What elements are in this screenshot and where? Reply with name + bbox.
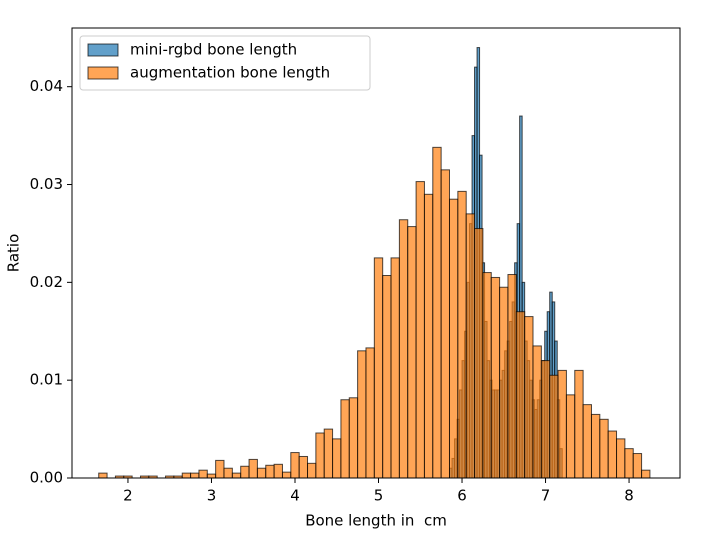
y-tick-label: 0.00	[30, 469, 63, 487]
legend-swatch	[87, 43, 119, 57]
legend-swatch	[87, 66, 119, 80]
histogram-bar	[256, 467, 267, 479]
histogram-bar	[440, 169, 450, 479]
histogram-bar	[432, 146, 442, 479]
histogram-bar	[507, 274, 517, 479]
histogram-bar	[465, 213, 476, 479]
histogram-bar	[390, 257, 400, 479]
histogram-bar	[198, 469, 208, 479]
histogram-bar	[265, 464, 275, 479]
x-tick-label: 7	[541, 487, 551, 505]
y-tick-label: 0.04	[30, 77, 63, 95]
histogram-bar	[448, 198, 459, 479]
histogram-bar	[515, 311, 526, 479]
histogram-bar	[206, 473, 217, 479]
histogram-bar	[616, 438, 626, 479]
histogram-bar	[307, 462, 317, 479]
histogram-bar	[290, 452, 300, 479]
x-tick-label: 6	[457, 487, 467, 505]
histogram-bar	[398, 219, 409, 479]
x-tick-label: 3	[207, 487, 217, 505]
histogram-bar	[231, 472, 242, 479]
legend-label: augmentation bone length	[130, 64, 330, 82]
histogram-bar	[590, 413, 601, 479]
histogram-bar	[298, 455, 309, 479]
y-tick-label: 0.02	[30, 273, 63, 291]
histogram-bar	[340, 399, 350, 479]
histogram-bar	[190, 472, 200, 479]
histogram-bar	[315, 432, 325, 479]
histogram-bar	[474, 228, 484, 479]
histogram-bar	[499, 286, 509, 479]
histogram-bar	[532, 345, 542, 479]
histogram-bar	[490, 276, 501, 479]
histogram-bar	[457, 190, 467, 479]
histogram-bar	[624, 448, 634, 479]
histogram-bar	[407, 226, 417, 479]
histogram-bar	[215, 459, 225, 479]
x-tick-label: 5	[374, 487, 384, 505]
histogram-bar	[540, 360, 551, 479]
histogram-bar	[373, 257, 384, 479]
histogram-bar	[632, 453, 643, 479]
histogram-bar	[382, 275, 392, 479]
histogram-bar	[641, 469, 651, 479]
y-tick-label: 0.03	[30, 175, 63, 193]
x-tick-label: 8	[624, 487, 634, 505]
histogram-bar	[574, 369, 584, 479]
histogram-bar	[332, 438, 342, 479]
histogram-bar	[181, 472, 192, 479]
legend-box	[79, 35, 371, 91]
histogram-bar	[607, 430, 618, 479]
x-tick-label: 4	[290, 487, 300, 505]
histogram-bar	[557, 369, 567, 479]
histogram-bar	[248, 458, 258, 479]
histogram-bar	[415, 181, 425, 479]
histogram-bar	[582, 404, 592, 479]
histogram-bar	[357, 350, 367, 479]
histogram-bar	[273, 463, 283, 479]
histogram-bar	[348, 397, 359, 479]
histogram-bar	[98, 472, 108, 479]
histogram-bar	[365, 347, 375, 479]
histogram-bar	[281, 471, 292, 479]
histogram-bar	[482, 272, 492, 479]
histogram-bar	[524, 316, 534, 479]
histogram-bar	[223, 467, 233, 479]
plot-frame	[71, 27, 681, 479]
histogram-bar	[240, 465, 250, 479]
x-tick-label: 2	[123, 487, 133, 505]
histogram-bar	[323, 428, 334, 479]
y-axis-label: Ratio	[5, 234, 23, 273]
histogram-bar	[549, 374, 559, 479]
y-tick-label: 0.01	[30, 371, 63, 389]
histogram-bar	[565, 394, 576, 479]
x-axis-label: Bone length in cm	[305, 512, 447, 530]
histogram-bar	[599, 418, 609, 479]
histogram-bar	[423, 193, 434, 479]
legend-label: mini-rgbd bone length	[130, 41, 297, 59]
